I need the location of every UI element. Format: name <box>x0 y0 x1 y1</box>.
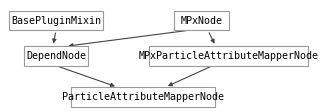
FancyBboxPatch shape <box>71 87 215 107</box>
Text: DependNode: DependNode <box>26 51 86 61</box>
FancyBboxPatch shape <box>148 46 308 66</box>
FancyBboxPatch shape <box>9 11 103 30</box>
Text: ParticleAttributeMapperNode: ParticleAttributeMapperNode <box>62 92 224 102</box>
FancyBboxPatch shape <box>174 11 229 30</box>
Text: BasePluginMixin: BasePluginMixin <box>11 16 101 26</box>
FancyBboxPatch shape <box>24 46 88 66</box>
Text: MPxNode: MPxNode <box>181 16 222 26</box>
Text: MPxParticleAttributeMapperNode: MPxParticleAttributeMapperNode <box>138 51 319 61</box>
